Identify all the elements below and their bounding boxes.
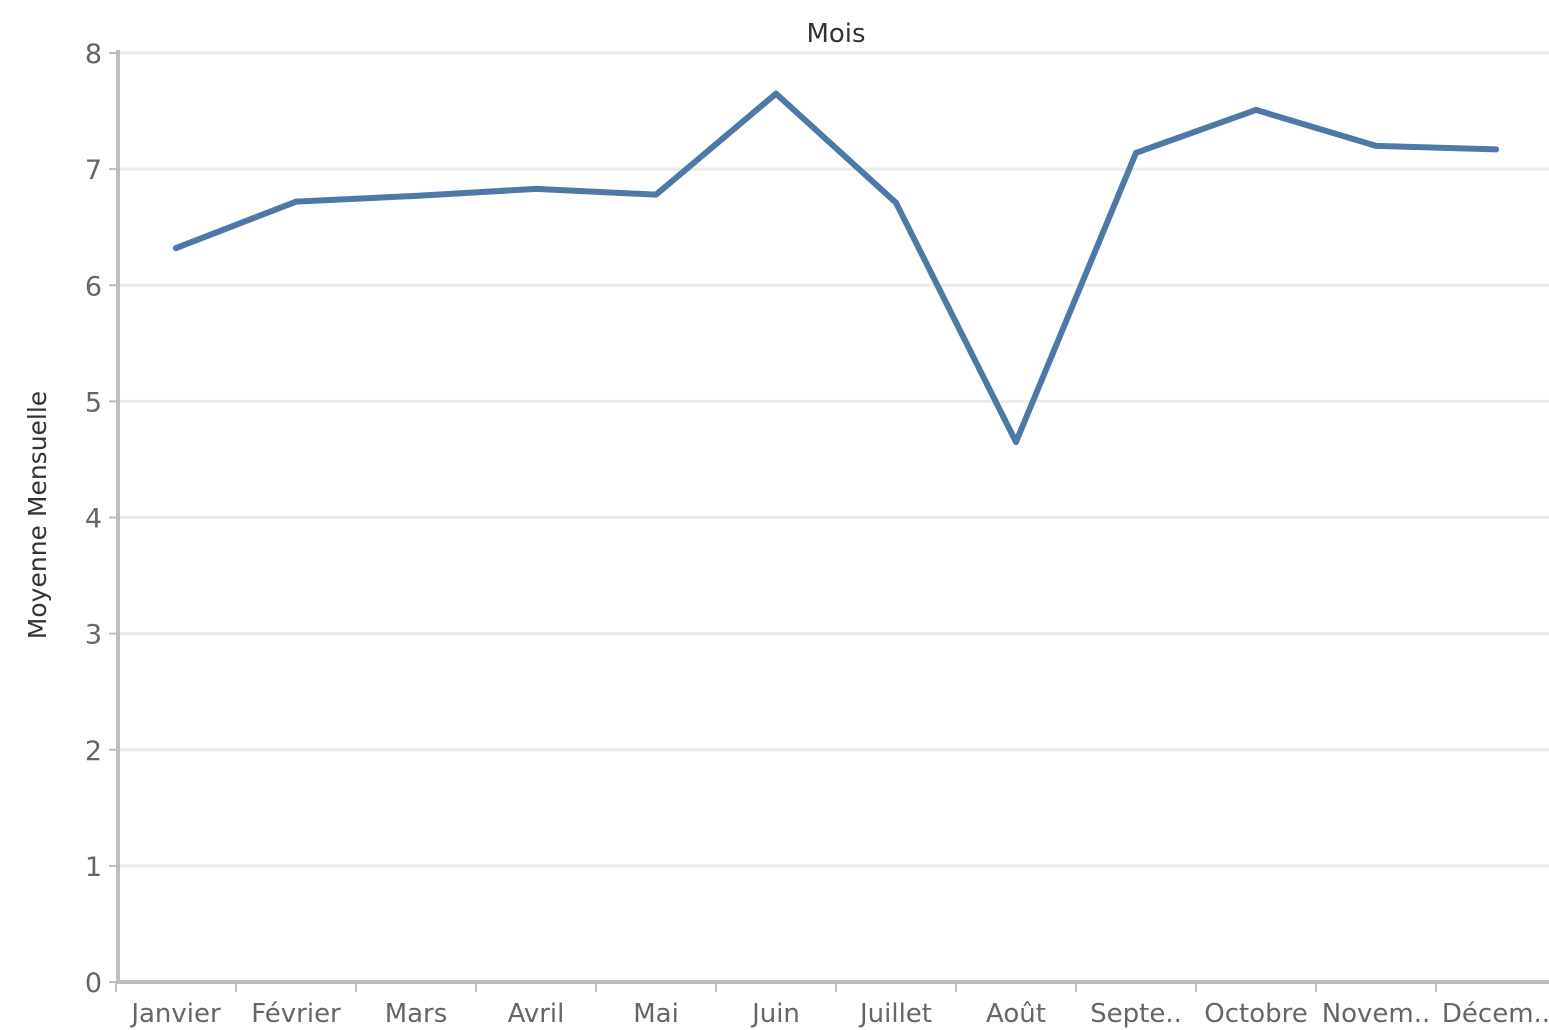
x-tick-label: Novem.. bbox=[1322, 999, 1431, 1029]
y-tick-label: 2 bbox=[85, 736, 102, 767]
data-point bbox=[533, 185, 539, 192]
data-point bbox=[1013, 439, 1019, 446]
data-point bbox=[1373, 142, 1379, 149]
data-point bbox=[413, 192, 419, 199]
y-tick-label: 5 bbox=[85, 387, 102, 418]
series-line bbox=[173, 90, 1499, 446]
x-tick-label: Septe.. bbox=[1090, 999, 1182, 1029]
data-point bbox=[1253, 106, 1259, 113]
x-tick-label: Avril bbox=[508, 999, 565, 1029]
x-tick-label: Mai bbox=[633, 999, 679, 1029]
x-tick-label: Juin bbox=[750, 999, 800, 1029]
y-tick-label: 6 bbox=[85, 271, 102, 302]
y-tick-label: 1 bbox=[85, 852, 102, 883]
data-point bbox=[893, 199, 899, 206]
x-tick-label: Mars bbox=[385, 999, 448, 1029]
data-point bbox=[1493, 146, 1499, 153]
data-point bbox=[173, 245, 179, 252]
y-axis: 0 1 2 3 4 5 6 7 8 bbox=[85, 39, 120, 999]
y-tick-label: 3 bbox=[85, 620, 102, 651]
y-tick-label: 8 bbox=[85, 39, 102, 70]
data-point bbox=[653, 191, 659, 198]
y-axis-title: Moyenne Mensuelle bbox=[23, 391, 52, 639]
y-tick-label: 4 bbox=[85, 504, 102, 535]
series-lines bbox=[173, 90, 1499, 446]
data-point bbox=[773, 90, 779, 97]
x-tick-label: Juillet bbox=[858, 999, 932, 1029]
x-tick-label: Août bbox=[986, 999, 1046, 1029]
x-axis: Janvier Février Mars Avril Mai Juin Juillet Aoû… bbox=[115, 980, 1549, 1029]
y-tick-label: 0 bbox=[85, 968, 102, 999]
x-tick-label: Février bbox=[251, 999, 341, 1029]
x-tick-label: Octobre bbox=[1204, 999, 1307, 1029]
data-point bbox=[1133, 149, 1139, 156]
gridlines bbox=[118, 51, 1549, 868]
y-tick-label: 7 bbox=[85, 155, 102, 186]
x-tick-label: Janvier bbox=[129, 999, 221, 1029]
chart-title: Mois bbox=[806, 19, 865, 49]
data-point bbox=[293, 198, 299, 205]
x-tick-label: Décem.. bbox=[1442, 999, 1549, 1029]
